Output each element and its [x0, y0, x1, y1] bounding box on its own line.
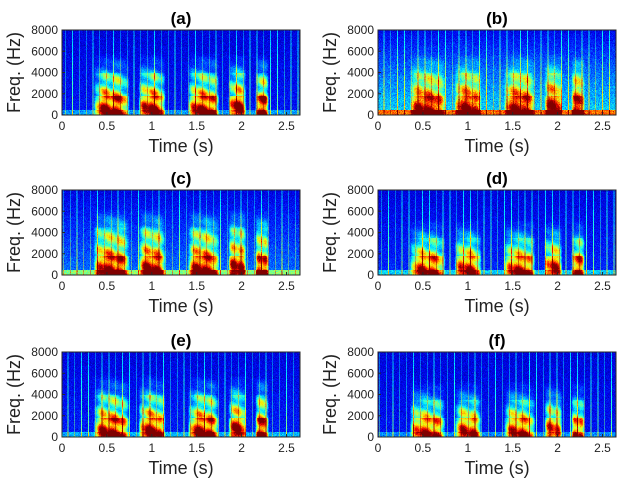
- y-axis-label-c: Freq. (Hz): [4, 192, 24, 273]
- panel-f: (f) 0 0.5 1 1.5 2 2.5 0 2000 4000 6000 8000 Time (s)…: [320, 331, 617, 478]
- y-tick-label-a: 6000: [31, 44, 58, 58]
- x-tick-label-f: 0: [375, 441, 382, 455]
- x-tick-label-b: 0.5: [415, 119, 432, 133]
- spectrogram-image-a: [62, 30, 300, 115]
- x-tick-label-f: 0.5: [415, 441, 432, 455]
- x-tick-label-c: 2.5: [278, 279, 295, 293]
- x-tick-label-b: 1.5: [504, 119, 521, 133]
- y-tick-label-d: 0: [367, 268, 374, 282]
- x-tick-label-f: 2: [554, 441, 561, 455]
- x-tick-label-d: 0.5: [415, 279, 432, 293]
- x-tick-label-f: 2.5: [594, 441, 611, 455]
- y-tick-label-e: 0: [51, 430, 58, 444]
- y-tick-label-a: 4000: [31, 66, 58, 80]
- x-axis-label-c: Time (s): [148, 296, 213, 316]
- x-axis-label-d: Time (s): [464, 296, 529, 316]
- panel-title-d: (d): [486, 169, 508, 188]
- x-tick-label-b: 2: [554, 119, 561, 133]
- y-tick-label-e: 2000: [31, 409, 58, 423]
- y-tick-label-e: 4000: [31, 388, 58, 402]
- panel-title-f: (f): [489, 331, 506, 350]
- y-tick-label-b: 0: [367, 108, 374, 122]
- y-tick-label-a: 8000: [31, 23, 58, 37]
- y-tick-label-a: 2000: [31, 87, 58, 101]
- x-tick-label-a: 2.5: [278, 119, 295, 133]
- panel-b: (b) 0 0.5 1 1.5 2 2.5 0 2000 4000 6000 8000 Time (s)…: [320, 9, 617, 156]
- x-tick-label-c: 2: [238, 279, 245, 293]
- y-tick-label-c: 4000: [31, 226, 58, 240]
- spectrogram-image-c: [62, 190, 300, 275]
- panel-title-b: (b): [486, 9, 508, 28]
- y-tick-label-f: 2000: [347, 409, 374, 423]
- x-tick-label-a: 1.5: [188, 119, 205, 133]
- y-tick-label-d: 4000: [347, 226, 374, 240]
- x-tick-label-d: 1: [464, 279, 471, 293]
- x-tick-label-a: 2: [238, 119, 245, 133]
- x-tick-label-e: 0: [59, 441, 66, 455]
- y-tick-label-c: 2000: [31, 247, 58, 261]
- x-axis-label-a: Time (s): [148, 136, 213, 156]
- x-tick-label-e: 0.5: [99, 441, 116, 455]
- x-tick-label-f: 1.5: [504, 441, 521, 455]
- x-tick-label-c: 0.5: [99, 279, 116, 293]
- panel-title-a: (a): [171, 9, 192, 28]
- y-tick-label-b: 8000: [347, 23, 374, 37]
- y-tick-label-a: 0: [51, 108, 58, 122]
- y-tick-label-f: 6000: [347, 366, 374, 380]
- y-tick-label-f: 8000: [347, 345, 374, 359]
- y-axis-label-f: Freq. (Hz): [320, 354, 340, 435]
- y-tick-label-b: 2000: [347, 87, 374, 101]
- y-tick-label-f: 4000: [347, 388, 374, 402]
- y-tick-label-b: 4000: [347, 66, 374, 80]
- x-tick-label-a: 1: [148, 119, 155, 133]
- y-tick-label-f: 0: [367, 430, 374, 444]
- x-tick-label-d: 2.5: [594, 279, 611, 293]
- y-axis-label-e: Freq. (Hz): [4, 354, 24, 435]
- x-tick-label-d: 1.5: [504, 279, 521, 293]
- x-tick-label-d: 0: [375, 279, 382, 293]
- y-tick-label-e: 6000: [31, 366, 58, 380]
- y-axis-label-a: Freq. (Hz): [4, 32, 24, 113]
- spectrogram-image-e: [62, 352, 300, 437]
- x-axis-label-f: Time (s): [464, 458, 529, 478]
- x-tick-label-c: 1.5: [188, 279, 205, 293]
- spectrogram-image-f: [378, 352, 616, 437]
- panel-d: (d) 0 0.5 1 1.5 2 2.5 0 2000 4000 6000 8000 Time (s)…: [320, 169, 617, 316]
- x-tick-label-e: 2: [238, 441, 245, 455]
- x-tick-label-a: 0: [59, 119, 66, 133]
- x-tick-label-e: 1: [148, 441, 155, 455]
- spectrogram-image-b: [378, 30, 616, 115]
- x-tick-label-b: 2.5: [594, 119, 611, 133]
- spectrogram-image-d: [378, 190, 616, 275]
- panel-c: (c) 0 0.5 1 1.5 2 2.5 0 2000 4000 6000 8000 Time (s)…: [4, 169, 301, 316]
- x-tick-label-c: 1: [148, 279, 155, 293]
- panel-title-e: (e): [171, 331, 192, 350]
- panel-a: (a) 0 0.5 1 1.5 2 2.5 0 2000 4000 6000 8000 Time (s)…: [4, 9, 301, 156]
- x-tick-label-a: 0.5: [99, 119, 116, 133]
- y-tick-label-b: 6000: [347, 44, 374, 58]
- x-tick-label-f: 1: [464, 441, 471, 455]
- panel-e: (e) 0 0.5 1 1.5 2 2.5 0 2000 4000 6000 8000 Time (s)…: [4, 331, 301, 478]
- x-tick-label-e: 1.5: [188, 441, 205, 455]
- x-tick-label-d: 2: [554, 279, 561, 293]
- panel-title-c: (c): [171, 169, 192, 188]
- y-axis-label-d: Freq. (Hz): [320, 192, 340, 273]
- y-tick-label-e: 8000: [31, 345, 58, 359]
- y-tick-label-d: 6000: [347, 204, 374, 218]
- x-axis-label-e: Time (s): [148, 458, 213, 478]
- y-tick-label-c: 0: [51, 268, 58, 282]
- x-tick-label-b: 0: [375, 119, 382, 133]
- x-tick-label-b: 1: [464, 119, 471, 133]
- x-tick-label-e: 2.5: [278, 441, 295, 455]
- y-axis-label-b: Freq. (Hz): [320, 32, 340, 113]
- x-axis-label-b: Time (s): [464, 136, 529, 156]
- y-tick-label-c: 6000: [31, 204, 58, 218]
- x-tick-label-c: 0: [59, 279, 66, 293]
- y-tick-label-d: 2000: [347, 247, 374, 261]
- y-tick-label-d: 8000: [347, 183, 374, 197]
- y-tick-label-c: 8000: [31, 183, 58, 197]
